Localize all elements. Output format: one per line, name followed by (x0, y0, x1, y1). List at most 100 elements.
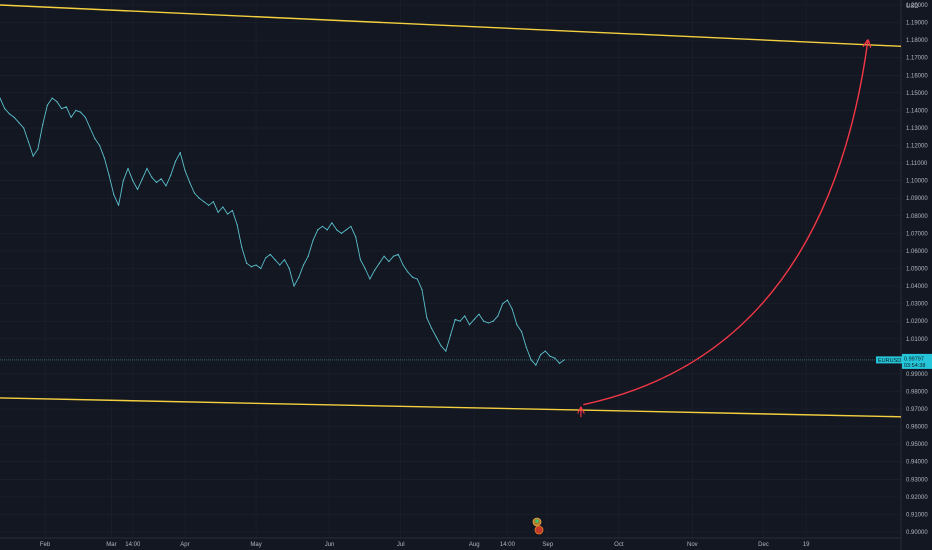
y-tick-label: 1.02000 (906, 319, 928, 325)
price-point (51, 97, 53, 99)
price-point (241, 246, 243, 249)
event-icons[interactable] (532, 517, 544, 535)
price-point (165, 185, 167, 187)
price-point (80, 111, 82, 113)
price-point (521, 331, 523, 333)
y-tick-label: 0.99000 (906, 372, 928, 378)
price-point (46, 104, 49, 106)
y-tick-label: 1.08000 (906, 214, 928, 220)
price-point (506, 299, 509, 301)
x-tick-label: Aug (469, 542, 480, 548)
price-point (236, 223, 238, 226)
price-point (402, 264, 404, 266)
last-price-value: 0.99797 (904, 356, 924, 362)
price-point (75, 109, 77, 111)
projection-arrow[interactable] (583, 41, 868, 406)
grid (0, 0, 901, 538)
price-point (37, 148, 39, 150)
price-point (525, 346, 527, 349)
price-point (89, 127, 91, 129)
x-tick-label: Sep (542, 542, 553, 548)
price-point (435, 336, 437, 338)
price-point (255, 264, 257, 266)
event-icon-dot (535, 519, 539, 523)
price-point (283, 259, 286, 261)
price-point (411, 276, 414, 278)
y-tick-label: 0.92000 (906, 495, 928, 501)
bar-countdown: 03:54:38 (904, 363, 925, 369)
price-series-line (0, 97, 565, 366)
price-point (326, 229, 328, 231)
trendlines[interactable] (0, 4, 902, 418)
price-point (198, 197, 200, 199)
y-tick-label: 1.18000 (906, 38, 928, 44)
price-point (388, 260, 390, 263)
y-tick-label: 1.01000 (906, 337, 928, 343)
price-point (459, 320, 461, 322)
price-point (397, 253, 399, 256)
price-point (203, 201, 205, 203)
price-point (421, 288, 423, 291)
price-point (454, 318, 456, 321)
y-tick-label: 1.09000 (906, 196, 928, 202)
upper-channel-line[interactable] (0, 4, 902, 47)
lower-channel-line[interactable] (0, 397, 902, 418)
price-axis[interactable]: 1.20000 1.19000 1.18000 1.17000 1.16000 1.150… (906, 3, 928, 536)
price-point (127, 167, 129, 169)
price-point (359, 259, 361, 261)
price-point (279, 264, 281, 266)
x-tick-label: Jul (397, 542, 405, 548)
y-tick-label: 1.06000 (906, 249, 928, 255)
price-point (492, 320, 494, 322)
x-tick-label: Nov (687, 542, 698, 548)
price-point (208, 204, 210, 206)
y-tick-label: 0.96000 (906, 425, 928, 431)
price-point (345, 229, 347, 231)
price-point (369, 278, 371, 280)
price-point (497, 315, 499, 317)
price-point (193, 192, 196, 194)
price-point (122, 180, 124, 182)
y-tick-label: 1.15000 (906, 91, 928, 97)
price-point (487, 322, 490, 324)
price-point (217, 211, 219, 213)
price-point (65, 106, 67, 108)
x-tick-label: Dec (758, 542, 769, 548)
price-point (430, 327, 433, 329)
price-point (298, 276, 300, 278)
x-tick-label: Apr (180, 542, 189, 548)
price-point (8, 113, 11, 115)
price-point (0, 97, 1, 99)
price-point (331, 222, 333, 224)
price-point (113, 194, 115, 196)
price-point (61, 108, 63, 110)
price-point (350, 225, 352, 227)
price-point (146, 167, 148, 169)
x-tick-label: Oct (614, 542, 624, 548)
price-point (222, 206, 224, 208)
price-point (317, 229, 319, 231)
price-point (4, 108, 6, 110)
price-point (473, 318, 475, 321)
y-tick-label: 1.17000 (906, 56, 928, 62)
price-point (151, 176, 153, 178)
event-icon-2[interactable] (534, 525, 544, 535)
price-point (407, 271, 409, 273)
y-tick-label: 1.12000 (906, 144, 928, 150)
price-point (141, 178, 143, 180)
price-point (117, 204, 120, 206)
price-points (0, 97, 565, 366)
time-axis[interactable]: Feb Mar 14:00 Apr May Jun Jul Aug 14:00 Sep Oct Nov… (40, 542, 810, 548)
price-point (27, 141, 30, 143)
price-point (189, 181, 191, 184)
price-point (364, 267, 366, 270)
x-tick-label: Mar (106, 542, 116, 548)
symbol-price-badge[interactable]: EURUSD 0.99797 03:54:38 (876, 353, 932, 369)
x-tick-label: 14:00 (125, 542, 141, 548)
price-point (478, 313, 480, 315)
price-point (108, 174, 110, 176)
price-point (530, 359, 532, 361)
